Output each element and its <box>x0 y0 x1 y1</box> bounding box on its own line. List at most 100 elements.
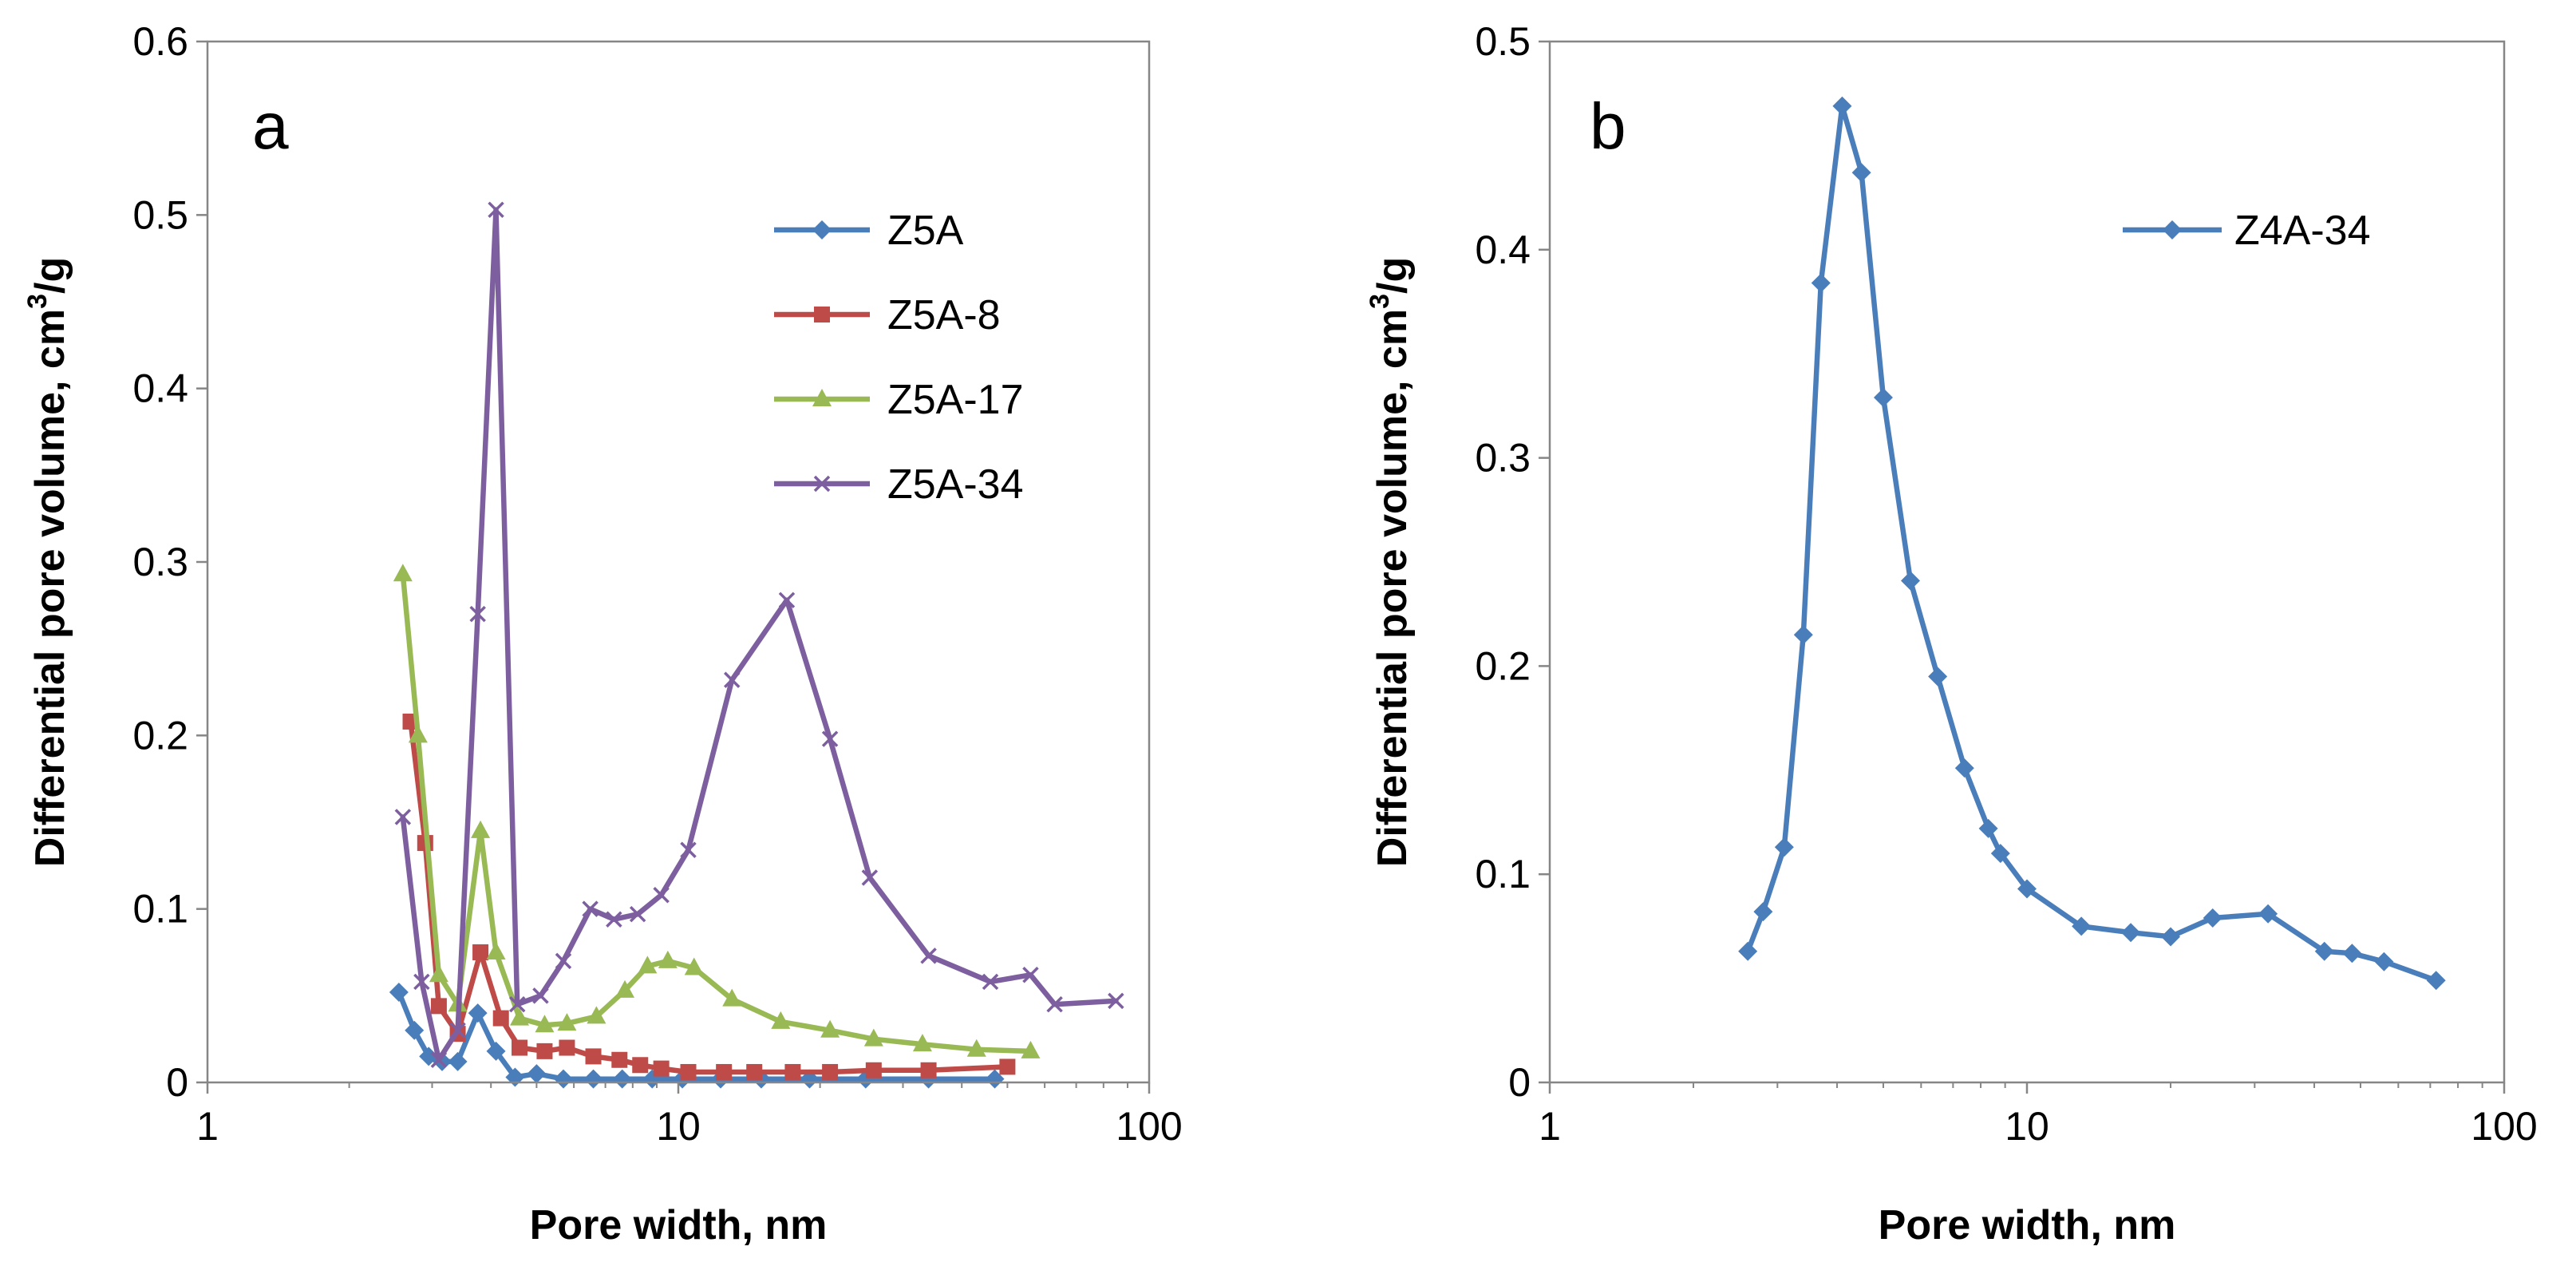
data-point-z5a <box>583 1069 603 1089</box>
data-point-z5a-34 <box>1046 995 1063 1013</box>
data-point-z4a-34 <box>1901 571 1921 591</box>
data-point-z5a-34 <box>532 987 549 1004</box>
data-point-z5a-34 <box>920 948 937 964</box>
y-tick-label: 0 <box>166 1060 188 1105</box>
data-point-z4a-34 <box>2121 923 2141 943</box>
y-tick-label: 0.3 <box>132 540 188 584</box>
x-tick-label: 1 <box>1539 1104 1561 1149</box>
panel-letter-b: b <box>1590 90 1626 163</box>
data-point-z4a-34 <box>2203 908 2222 928</box>
series-z4a-34 <box>1738 96 2446 991</box>
data-point-z5a-8 <box>611 1051 628 1068</box>
x-tick-label: 100 <box>2471 1104 2537 1149</box>
x-tick-label: 1 <box>196 1104 219 1149</box>
panel-b: 00.10.20.30.40.51 10 100 b Pore width, nm … <box>1365 19 2538 1248</box>
x-tick-label: 100 <box>1116 1104 1182 1149</box>
axes-a: 0 0.1 0.2 0.3 0.4 0.5 0.6 1 10 100 <box>132 19 1182 1149</box>
data-point-z4a-34 <box>2374 952 2394 971</box>
data-point-z4a-34 <box>2314 941 2334 961</box>
legend-b: Z4A-34 <box>2123 208 2371 254</box>
y-tick-label: 0.2 <box>1475 643 1531 688</box>
data-point-z4a-34 <box>1753 902 1773 922</box>
data-point-z5a-34 <box>582 900 599 917</box>
legend-marker-z5a-8 <box>814 307 830 322</box>
data-point-z5a-8 <box>536 1043 553 1059</box>
data-point-z5a-17 <box>510 1007 530 1026</box>
data-point-z5a-34 <box>1022 967 1039 983</box>
data-point-z4a-34 <box>1851 163 1871 183</box>
plot-area-a <box>207 42 1149 1082</box>
data-point-z5a-17 <box>912 1034 932 1052</box>
data-point-z4a-34 <box>2017 879 2037 899</box>
data-point-z5a-8 <box>746 1063 763 1080</box>
data-point-z5a-34 <box>430 1051 448 1068</box>
series-group-a <box>389 201 1124 1089</box>
data-point-z5a-34 <box>723 671 741 689</box>
data-point-z5a-34 <box>778 592 796 609</box>
data-point-z5a <box>405 1020 425 1040</box>
legend-marker-z5a-17 <box>812 389 832 406</box>
data-point-z4a-34 <box>1990 844 2010 864</box>
data-point-z4a-34 <box>1928 667 1948 686</box>
legend-label-z5a-34: Z5A-34 <box>887 461 1024 508</box>
y-tick-label: 0.6 <box>132 19 188 64</box>
data-point-z4a-34 <box>1954 758 1974 778</box>
data-point-z5a-8 <box>920 1062 937 1078</box>
data-point-z4a-34 <box>2258 904 2278 924</box>
data-point-z5a-8 <box>653 1060 670 1077</box>
data-point-z4a-34 <box>2161 927 2181 947</box>
y-axis-title-a: Differential pore volume, cm3/g <box>22 257 73 867</box>
y-tick-label: 0.5 <box>1475 19 1531 64</box>
data-point-z4a-34 <box>1793 625 1813 645</box>
data-point-z5a-17 <box>684 957 704 975</box>
data-point-z5a-8 <box>430 998 447 1015</box>
data-point-z5a <box>448 1051 468 1071</box>
data-point-z5a-34 <box>653 887 670 904</box>
data-point-z5a-17 <box>638 956 658 974</box>
data-point-z4a-34 <box>1978 818 1998 838</box>
series-z5a-34 <box>394 201 1124 1068</box>
series-group-b <box>1738 96 2446 991</box>
data-point-z5a-34 <box>449 1022 466 1039</box>
data-point-z4a-34 <box>1832 96 1852 116</box>
legend-marker-z5a-34 <box>813 475 831 493</box>
legend-label-z5a-17: Z5A-17 <box>887 377 1024 423</box>
data-point-z5a-8 <box>559 1039 575 1056</box>
y-tick-label: 0.3 <box>1475 436 1531 481</box>
data-point-z5a <box>612 1069 632 1089</box>
y-tick-label: 0.4 <box>1475 228 1531 272</box>
plot-area-b <box>1550 42 2504 1082</box>
x-axis-title-b: Pore width, nm <box>1879 1202 2176 1248</box>
panel-letter-a: a <box>252 90 289 163</box>
data-point-z5a-8 <box>999 1058 1016 1075</box>
data-point-z5a-17 <box>966 1039 986 1057</box>
data-point-z5a-17 <box>471 820 491 838</box>
y-tick-label: 0.4 <box>132 366 188 411</box>
data-point-z5a-17 <box>863 1028 883 1046</box>
data-point-z5a-34 <box>821 730 839 747</box>
legend-a: Z5A Z5A-8 Z5A-17 Z5A-34 <box>774 208 1024 508</box>
data-point-z5a-17 <box>615 979 635 998</box>
data-point-z5a-8 <box>865 1062 882 1078</box>
data-point-z5a-17 <box>658 950 678 968</box>
data-point-z4a-34 <box>2342 944 2362 963</box>
data-point-z5a-34 <box>982 973 999 991</box>
legend-label-z4a-34: Z4A-34 <box>2234 208 2371 254</box>
legend-label-z5a: Z5A <box>887 208 964 254</box>
data-point-z5a <box>553 1069 573 1089</box>
y-tick-label: 0 <box>1508 1060 1531 1105</box>
data-point-z4a-34 <box>1774 837 1794 857</box>
legend-marker-z5a <box>812 220 832 239</box>
data-point-z5a <box>527 1064 547 1084</box>
axes-b: 0 0.1 0.2 0.3 0.4 0.5 1 10 100 <box>1475 19 2537 1149</box>
data-point-z5a-8 <box>585 1048 602 1065</box>
y-tick-label: 0.2 <box>132 713 188 758</box>
y-axis-title-b: Differential pore volume, cm3/g <box>1365 257 1416 867</box>
data-point-z5a-34 <box>488 201 504 219</box>
data-point-z5a-34 <box>508 995 526 1013</box>
data-point-z5a-17 <box>557 1013 577 1031</box>
data-point-z5a-17 <box>820 1019 840 1038</box>
data-point-z4a-34 <box>1811 273 1831 293</box>
data-point-z5a <box>486 1041 506 1061</box>
y-tick-label: 0.1 <box>132 887 188 932</box>
